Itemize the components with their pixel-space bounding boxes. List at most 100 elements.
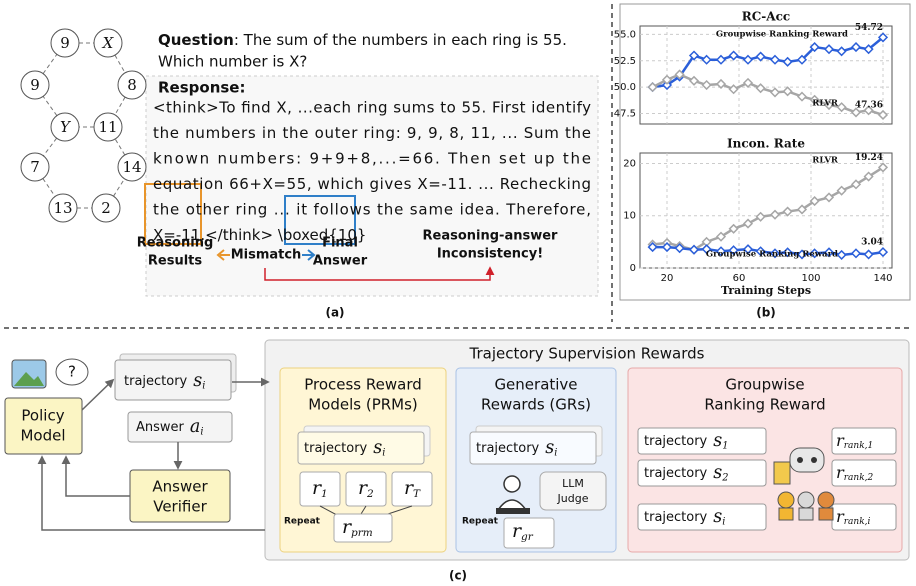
data-label: 47.36	[855, 100, 883, 110]
marker	[877, 247, 889, 258]
marker	[755, 83, 766, 94]
chart-title: Incon. Rate	[727, 137, 805, 151]
trajectory-box	[114, 359, 232, 401]
card	[637, 459, 767, 487]
response-line: the other ring ... it follows the same i…	[153, 201, 591, 219]
math-text: trajectory	[476, 441, 540, 456]
annotation: Mismatch	[231, 248, 302, 263]
math-symbol: r	[836, 463, 845, 482]
repeat-label: Repeat	[284, 517, 321, 527]
person-icon	[503, 475, 521, 493]
marker	[688, 50, 700, 61]
math-sub: rank,2	[844, 473, 874, 483]
question-label: Question	[158, 31, 234, 49]
math-symbol: s	[545, 438, 554, 458]
data-label: 54.72	[855, 23, 883, 33]
marker	[742, 244, 754, 255]
response-line: known numbers: 9+9+8,...=66. Then set up…	[153, 150, 591, 168]
math-symbol: r	[342, 516, 352, 538]
marker	[742, 77, 754, 88]
marker	[782, 86, 793, 97]
answer-box	[127, 411, 233, 443]
math-sub: 2	[366, 488, 374, 500]
marker	[715, 78, 727, 90]
section-title: Trajectory Supervision Rewards	[469, 345, 705, 363]
box-label: Verifier	[153, 498, 207, 516]
math-sub: gr	[521, 531, 534, 543]
card	[469, 431, 597, 465]
y-tick-label: 10	[623, 211, 636, 222]
annotation: Final	[322, 236, 358, 251]
math-label: rT	[404, 477, 421, 500]
marker	[850, 107, 862, 118]
speech-bubble	[55, 358, 89, 386]
robot-icons	[773, 447, 835, 521]
card	[333, 513, 393, 543]
math-symbol: s	[193, 371, 202, 391]
marker	[809, 42, 820, 53]
math-symbol: r	[404, 477, 414, 499]
x-tick-label: 60	[733, 273, 746, 284]
marker	[809, 196, 820, 207]
marker	[728, 50, 739, 61]
marker	[715, 246, 727, 257]
math-symbol: s	[373, 438, 382, 458]
math-symbol: r	[358, 477, 368, 499]
series-label: RLVR	[812, 99, 839, 109]
marker	[836, 185, 847, 196]
math-label: trajectory s2	[644, 463, 728, 484]
math-sub: i	[382, 447, 385, 458]
ring-label: 11	[98, 118, 117, 136]
box-title: Generative	[494, 376, 577, 394]
math-label: rrank,2	[836, 463, 874, 483]
marker	[836, 102, 847, 113]
marker	[728, 223, 739, 234]
math-label: rrank,1	[836, 431, 873, 451]
marker	[647, 242, 658, 253]
marker	[863, 171, 874, 182]
x-tick-label: 140	[873, 273, 892, 284]
math-sub: rank,i	[844, 517, 871, 527]
marker	[877, 32, 889, 43]
annotation: Results	[148, 254, 202, 269]
ring-label: 13	[53, 199, 72, 217]
caption: (a)	[325, 306, 344, 320]
annotation: Answer	[313, 254, 368, 269]
series-label: Groupwise Ranking Reward	[716, 30, 848, 40]
marker	[850, 179, 862, 190]
marker	[796, 54, 808, 65]
annotation: Reasoning	[137, 236, 214, 251]
box-title: Groupwise	[725, 376, 804, 394]
annotation: Inconsistency!	[437, 247, 543, 262]
marker	[701, 244, 712, 255]
math-label: r1	[312, 477, 328, 500]
marker	[769, 87, 781, 98]
math-symbol: a	[190, 417, 200, 437]
y-tick-label: 55.0	[614, 29, 636, 40]
card	[297, 431, 425, 465]
box-label: Answer	[152, 478, 208, 496]
image-icon	[14, 372, 44, 386]
marker	[688, 244, 700, 255]
marker	[661, 74, 673, 85]
icon-label: ?	[68, 363, 76, 381]
marker	[769, 209, 781, 220]
marker	[701, 79, 712, 91]
x-tick-label: 100	[801, 273, 820, 284]
ring-label: 14	[122, 158, 141, 176]
y-tick-label: 20	[623, 158, 636, 169]
ring-node	[93, 28, 123, 58]
ring-node	[50, 28, 80, 58]
response-label: Response:	[158, 79, 245, 97]
annotation: Reasoning-answer	[423, 229, 559, 244]
card	[637, 427, 767, 455]
marker	[755, 246, 766, 257]
math-sub: T	[413, 488, 421, 500]
data-label: 19.24	[855, 153, 883, 163]
math-sub: i	[202, 380, 205, 391]
ring-node	[93, 112, 123, 142]
math-sub: i	[554, 447, 557, 458]
math-label: Answer ai	[136, 417, 203, 438]
arrow	[37, 455, 265, 531]
marker	[877, 162, 889, 173]
